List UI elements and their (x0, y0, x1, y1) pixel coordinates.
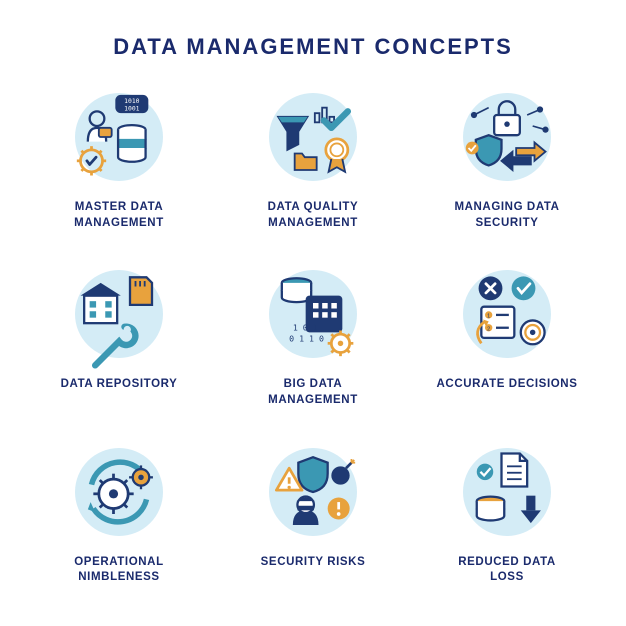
label-operational: OPERATIONAL NIMBLENESS (74, 555, 163, 586)
label-big-data: BIG DATA MANAGEMENT (268, 377, 358, 408)
label-data-quality: DATA QUALITY MANAGEMENT (268, 200, 359, 231)
label-data-repository: DATA REPOSITORY (61, 377, 178, 393)
big-data-icon: 1 0 1 0 1 1 0 (258, 259, 368, 369)
cell-accurate-decisions: 1 2 ACCURATE DECISIONS (424, 259, 590, 418)
infographic-grid: 1010 1001 MASTER DATA MANAGEMENT (36, 82, 590, 596)
data-repository-icon (64, 259, 174, 369)
cell-managing-data-security: MANAGING DATA SECURITY (424, 82, 590, 241)
page-title: DATA MANAGEMENT CONCEPTS (113, 34, 513, 60)
data-security-icon (452, 82, 562, 192)
cell-security-risks: SECURITY RISKS (230, 437, 396, 596)
data-quality-icon (258, 82, 368, 192)
label-master-data: MASTER DATA MANAGEMENT (74, 200, 164, 231)
master-data-icon: 1010 1001 (64, 82, 174, 192)
svg-text:2: 2 (487, 327, 490, 333)
accurate-decisions-icon: 1 2 (452, 259, 562, 369)
cell-reduced-data-loss: REDUCED DATA LOSS (424, 437, 590, 596)
label-data-security: MANAGING DATA SECURITY (454, 200, 559, 231)
svg-text:1001: 1001 (124, 104, 140, 112)
cell-data-quality-management: DATA QUALITY MANAGEMENT (230, 82, 396, 241)
cell-big-data-management: 1 0 1 0 1 1 0 BIG DATA MANAGEMENT (230, 259, 396, 418)
security-risks-icon (258, 437, 368, 547)
svg-text:1: 1 (487, 314, 490, 320)
svg-text:1 0 1: 1 0 1 (293, 323, 318, 333)
operational-icon (64, 437, 174, 547)
reduced-loss-icon (452, 437, 562, 547)
cell-data-repository: DATA REPOSITORY (36, 259, 202, 418)
label-security-risks: SECURITY RISKS (261, 555, 366, 571)
cell-master-data-management: 1010 1001 MASTER DATA MANAGEMENT (36, 82, 202, 241)
label-reduced-loss: REDUCED DATA LOSS (458, 555, 556, 586)
cell-operational-nimbleness: OPERATIONAL NIMBLENESS (36, 437, 202, 596)
label-accurate-decisions: ACCURATE DECISIONS (437, 377, 578, 393)
svg-text:0 1 1 0: 0 1 1 0 (289, 334, 324, 344)
